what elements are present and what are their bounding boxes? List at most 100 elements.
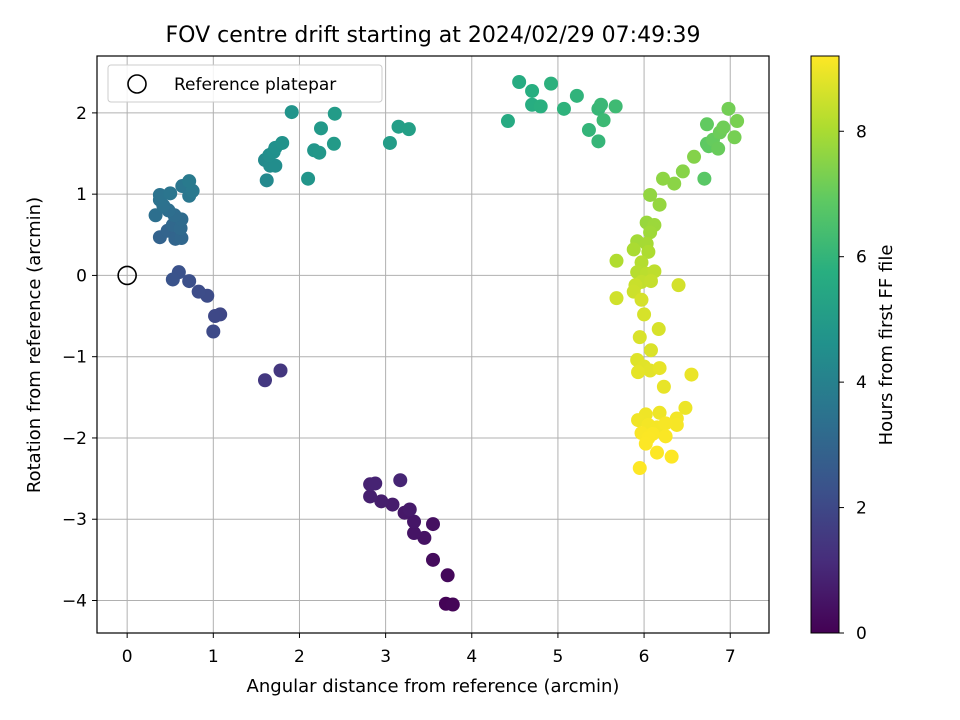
data-point — [684, 367, 699, 382]
data-point — [569, 88, 584, 103]
data-point — [699, 117, 714, 132]
data-point — [525, 83, 540, 98]
data-point — [609, 291, 624, 306]
data-point — [512, 75, 527, 90]
data-point — [426, 552, 440, 567]
colorbar-label: Hours from first FF file — [876, 245, 897, 446]
data-point — [669, 417, 684, 432]
y-tick-label: 2 — [76, 104, 87, 124]
y-axis-label: Rotation from reference (arcmin) — [24, 197, 45, 493]
data-point — [385, 497, 400, 512]
x-tick-label: 4 — [466, 647, 477, 667]
data-point — [632, 330, 647, 345]
data-point — [687, 149, 702, 164]
data-point — [182, 174, 197, 189]
data-point — [393, 473, 408, 488]
data-point — [268, 158, 283, 173]
data-point — [634, 292, 649, 307]
y-tick-label: −3 — [62, 510, 87, 530]
data-point — [641, 244, 656, 259]
data-point — [382, 135, 397, 150]
chart-title: FOV centre drift starting at 2024/02/29 … — [166, 23, 701, 48]
data-point — [445, 597, 460, 612]
data-point — [658, 416, 673, 431]
x-tick-label: 0 — [122, 647, 133, 667]
x-tick-label: 6 — [639, 647, 650, 667]
data-point — [608, 99, 623, 114]
data-point — [544, 76, 559, 91]
reference-platepar-marker — [117, 265, 137, 286]
data-point — [675, 164, 690, 179]
data-point — [656, 171, 671, 186]
data-point — [594, 97, 608, 112]
data-point — [326, 136, 341, 151]
data-point — [208, 309, 223, 324]
colorbar-tick-label: 2 — [856, 499, 867, 519]
data-points — [148, 75, 745, 612]
data-point — [374, 494, 389, 509]
data-point — [273, 363, 288, 378]
data-point — [643, 274, 658, 289]
x-tick-label: 2 — [294, 647, 305, 667]
x-tick-label: 5 — [553, 647, 564, 667]
x-tick-label: 3 — [380, 647, 391, 667]
data-point — [148, 208, 163, 223]
data-point — [652, 197, 667, 212]
data-point — [556, 101, 571, 116]
data-point — [165, 272, 180, 287]
data-point — [163, 186, 178, 201]
data-point — [658, 429, 673, 444]
data-point — [258, 373, 272, 388]
data-point — [727, 130, 742, 145]
data-point — [259, 173, 274, 188]
data-point — [407, 526, 422, 541]
data-point — [500, 114, 515, 129]
legend: Reference platepar — [107, 64, 383, 103]
data-point — [656, 379, 671, 394]
data-point — [626, 242, 641, 257]
colorbar — [810, 55, 840, 634]
plot-frame — [96, 55, 770, 634]
data-point — [581, 122, 596, 137]
data-point — [652, 405, 667, 420]
data-point — [301, 171, 316, 186]
data-point — [697, 171, 712, 186]
data-point — [182, 274, 197, 289]
data-point — [716, 120, 731, 135]
data-point — [368, 476, 383, 491]
data-point — [643, 343, 658, 358]
data-point — [650, 445, 664, 460]
data-point — [596, 113, 611, 128]
y-tick-label: 0 — [76, 266, 87, 286]
data-point — [327, 106, 342, 121]
data-point — [730, 114, 745, 129]
colorbar-tick-label: 8 — [856, 122, 867, 142]
data-point — [533, 99, 548, 114]
data-point — [401, 122, 416, 137]
data-point — [678, 400, 693, 415]
data-point — [711, 141, 726, 156]
data-point — [402, 502, 417, 517]
x-tick-label: 1 — [208, 647, 219, 667]
data-point — [652, 361, 667, 376]
legend-label: Reference platepar — [174, 75, 336, 95]
x-axis: 0 1 2 3 4 5 6 7 — [122, 633, 736, 667]
data-point — [407, 514, 422, 529]
data-point — [440, 568, 455, 583]
data-point — [609, 253, 624, 268]
data-point — [191, 284, 206, 299]
colorbar-tick-label: 6 — [856, 248, 867, 268]
data-point — [637, 307, 652, 322]
data-point — [671, 278, 686, 293]
data-point — [643, 225, 658, 240]
data-point — [426, 517, 440, 532]
data-point — [667, 176, 682, 191]
data-point — [206, 324, 221, 339]
colorbar-axis: 0 2 4 6 8 — [839, 122, 867, 644]
y-axis: 2 1 0 −1 −2 −3 −4 — [62, 104, 97, 611]
data-point — [651, 322, 666, 337]
data-point — [631, 365, 646, 380]
legend-box — [107, 64, 383, 103]
y-tick-label: −2 — [62, 429, 87, 449]
